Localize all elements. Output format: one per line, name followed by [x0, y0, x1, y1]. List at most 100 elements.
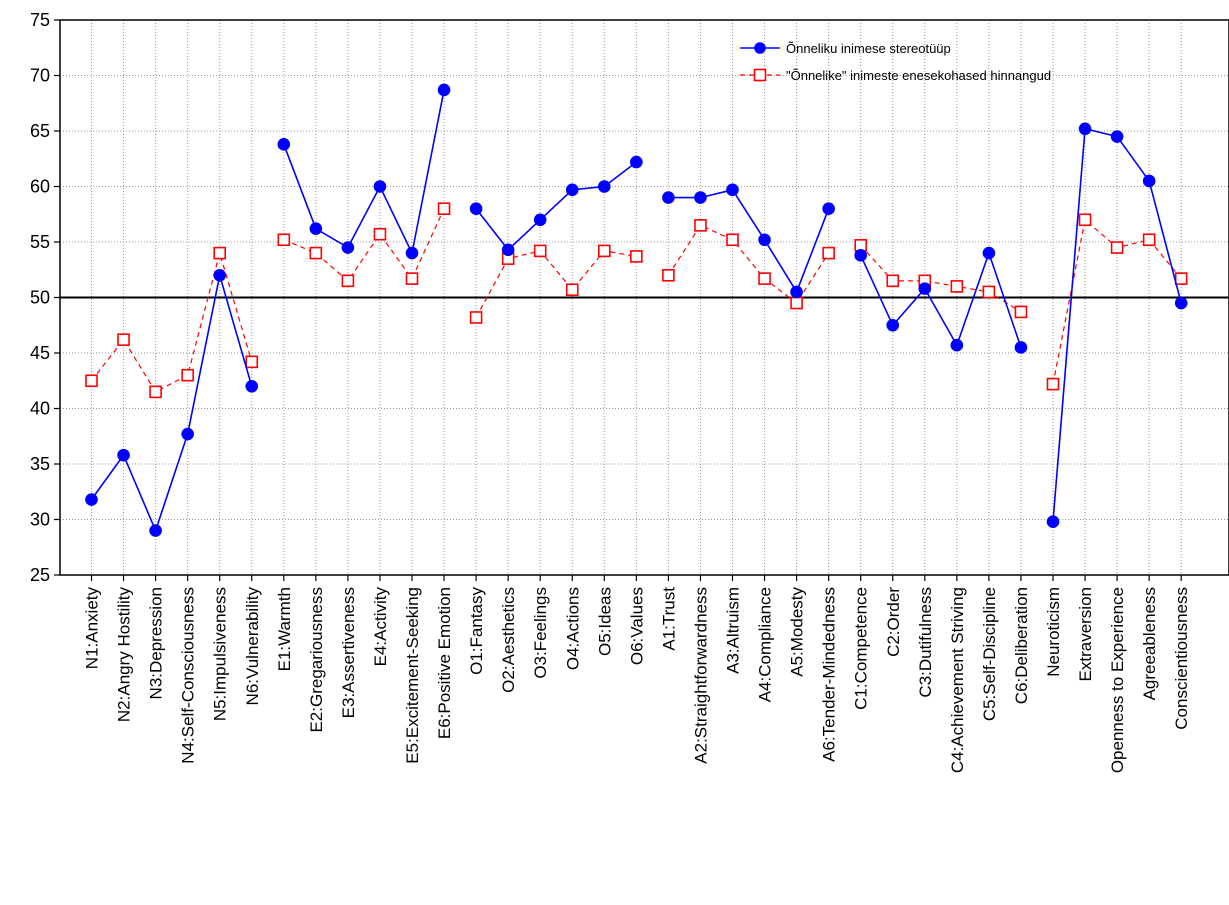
x-category-label: C3:Dutifulness	[916, 587, 935, 698]
y-tick-label: 50	[30, 288, 50, 308]
plot-frame	[59, 19, 1229, 576]
x-category-label: A3:Altruism	[724, 587, 743, 674]
data-point	[565, 283, 579, 297]
x-category-label: A5:Modesty	[788, 587, 807, 677]
data-point	[1014, 341, 1028, 354]
data-point	[630, 250, 643, 263]
y-tick-label: 70	[30, 66, 50, 86]
data-point	[886, 274, 900, 288]
data-point	[597, 244, 611, 258]
x-category-label: Neuroticism	[1044, 587, 1063, 677]
x-category-label: A1:Trust	[659, 587, 678, 651]
data-point	[117, 448, 130, 462]
x-category-label: C6:Deliberation	[1012, 587, 1031, 704]
data-point	[437, 202, 451, 215]
series-stereotype	[85, 83, 1188, 537]
series-line	[475, 250, 637, 318]
x-category-label: A2:Straightforwardness	[691, 587, 710, 764]
data-point	[245, 355, 259, 369]
data-point	[469, 202, 483, 215]
data-point	[405, 272, 419, 285]
data-point	[1110, 241, 1124, 254]
data-point	[1078, 122, 1092, 136]
data-point	[1078, 213, 1092, 227]
y-tick-label: 60	[30, 177, 50, 197]
x-category-label: O2:Aesthetics	[499, 587, 518, 693]
x-category-label: N6:Vulnerability	[243, 587, 262, 706]
y-tick-label: 75	[30, 10, 50, 30]
data-point	[117, 333, 130, 346]
x-category-label: E2:Gregariousness	[307, 587, 326, 733]
data-point	[277, 138, 291, 151]
x-category-label: N5:Impulsiveness	[211, 587, 230, 721]
data-point	[341, 241, 355, 254]
x-category-label: C5:Self-Discipline	[980, 587, 999, 721]
data-point	[694, 219, 707, 232]
data-point	[726, 233, 739, 247]
data-point	[694, 191, 707, 204]
x-category-label: E1:Warmth	[275, 587, 294, 671]
series-line	[859, 250, 1022, 348]
data-point	[309, 246, 323, 260]
legend-label: Õnneliku inimese stereotüüp	[786, 41, 951, 56]
x-category-label: N2:Angry Hostility	[115, 587, 134, 723]
data-point	[1014, 305, 1028, 319]
data-point	[245, 380, 259, 393]
y-axis-ticks: 25 30 35 40 45 50 55 60 65 70 75	[30, 10, 60, 585]
x-category-label: C4:Achievement Striving	[948, 587, 967, 773]
data-point	[662, 268, 675, 282]
data-point	[149, 524, 162, 537]
x-category-label: C1:Competence	[852, 587, 871, 710]
x-category-label: C2:Order	[884, 587, 903, 657]
x-category-label: E3:Assertiveness	[339, 587, 358, 718]
data-point	[1174, 272, 1188, 285]
x-category-label: N3:Depression	[147, 587, 166, 699]
series-layer	[85, 83, 1188, 537]
series-line	[283, 89, 445, 256]
data-point	[950, 280, 964, 293]
legend-item: Õnneliku inimese stereotüüp	[740, 41, 951, 56]
data-point	[630, 155, 643, 169]
data-point	[854, 249, 868, 262]
x-category-label: N1:Anxiety	[83, 587, 102, 670]
x-category-label: O4:Actions	[563, 587, 582, 670]
x-category-label: N4:Self-Consciousness	[179, 587, 198, 764]
legend-swatch-marker	[754, 42, 766, 54]
data-point	[726, 183, 739, 197]
x-category-label: Extraversion	[1076, 587, 1095, 681]
y-tick-label: 65	[30, 121, 50, 141]
x-category-label: O3:Feelings	[531, 587, 550, 679]
data-point	[758, 272, 771, 285]
data-point	[790, 296, 803, 310]
data-point	[1142, 174, 1156, 188]
x-axis-ticks	[90, 575, 1182, 581]
y-tick-label: 55	[30, 232, 50, 252]
x-category-label: A4:Compliance	[756, 587, 775, 702]
data-point	[790, 285, 803, 299]
x-category-label: O1:Fantasy	[467, 587, 486, 675]
data-point	[1142, 233, 1156, 247]
data-point	[886, 318, 900, 332]
data-point	[822, 246, 835, 260]
data-point	[309, 222, 323, 235]
data-point	[982, 246, 996, 260]
data-point	[565, 183, 579, 197]
x-axis-category-labels: N1:Anxiety N2:Angry Hostility N3:Depressio…	[83, 587, 1192, 774]
y-tick-label: 25	[30, 565, 50, 585]
legend-label: "Õnnelike" inimeste enesekohased hinnang…	[786, 68, 1051, 83]
series-self-ratings	[85, 202, 1188, 399]
x-category-label: E5:Excitement-Seeking	[403, 587, 422, 764]
data-point	[181, 368, 194, 382]
y-tick-label: 45	[30, 343, 50, 363]
data-point	[950, 338, 964, 352]
data-point	[501, 243, 515, 257]
data-point	[181, 427, 194, 441]
x-category-label: Openness to Experience	[1108, 587, 1127, 773]
grid-lines	[60, 20, 1229, 575]
series-line	[90, 275, 253, 533]
legend-item: "Õnnelike" inimeste enesekohased hinnang…	[740, 68, 1051, 83]
data-point	[85, 493, 98, 506]
y-tick-label: 30	[30, 510, 50, 530]
data-point	[982, 285, 996, 299]
